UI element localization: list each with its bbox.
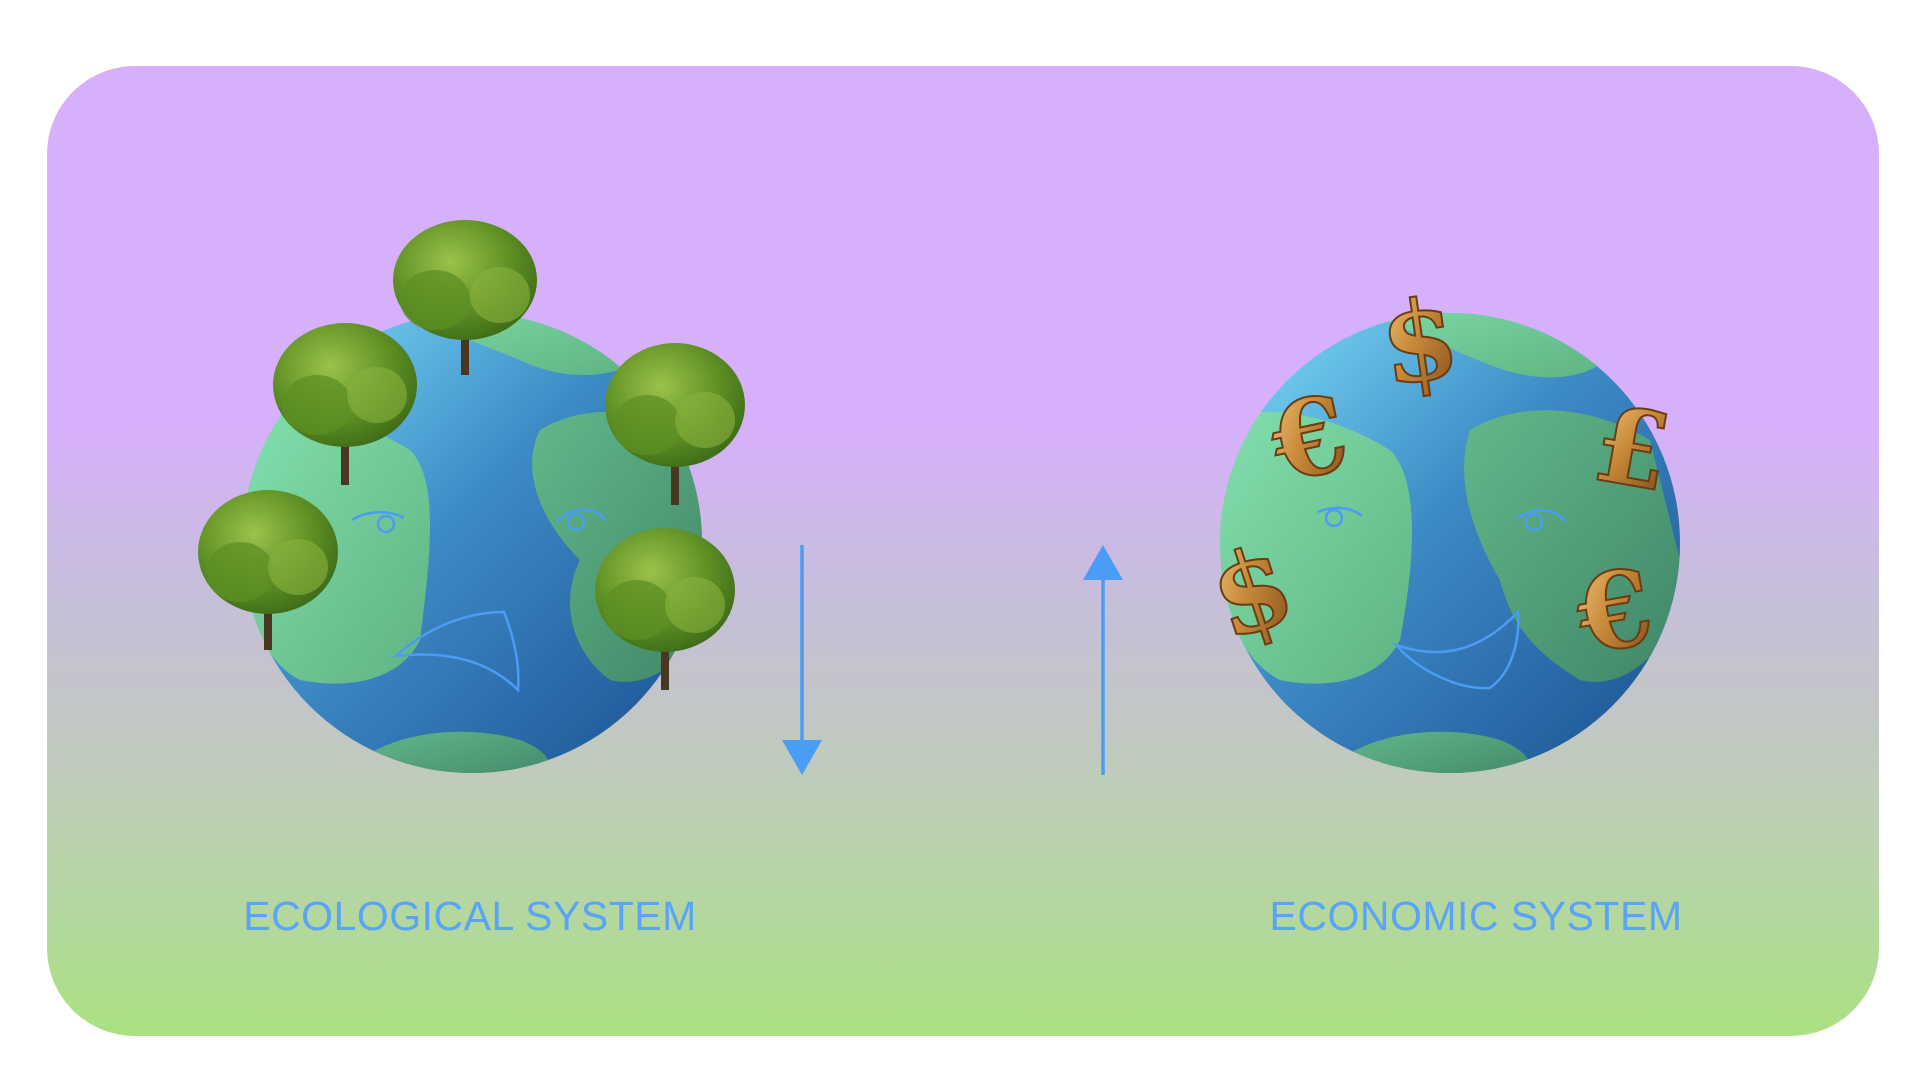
dollar-icon: $ <box>1373 272 1467 410</box>
happy-face <box>1317 506 1567 690</box>
trees <box>198 220 745 690</box>
tree-icon <box>605 343 745 505</box>
sad-face <box>351 508 607 693</box>
tree-icon <box>595 528 735 690</box>
tree-icon <box>273 323 417 485</box>
economic-globe <box>1220 313 1680 773</box>
tree-icon <box>393 220 537 375</box>
euro-icon: € <box>1260 370 1358 507</box>
ecological-system-label: ECOLOGICAL SYSTEM <box>243 893 697 939</box>
tree-icon <box>198 490 338 650</box>
up-arrow-icon <box>1083 545 1123 775</box>
economic-system-label: ECONOMIC SYSTEM <box>1269 893 1683 939</box>
down-arrow-icon <box>782 545 822 775</box>
